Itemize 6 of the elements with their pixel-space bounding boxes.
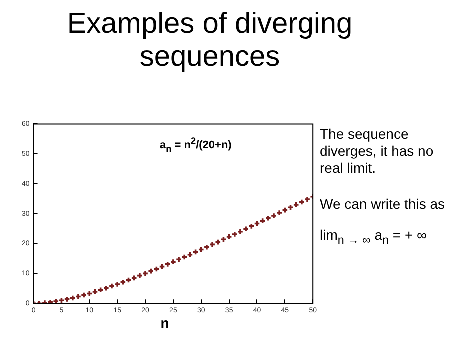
text: We can write this as <box>320 196 446 213</box>
chart-title: Examples of diverging sequences <box>66 8 354 74</box>
text: lim$_{n → ∞}$ a$_{n}$ = + ∞ <box>320 227 428 249</box>
text: The sequence diverges, it has no real limit. <box>320 126 435 177</box>
x-axis-title: n <box>160 315 170 331</box>
annotation: a$_{n}$ = n$^{2}$/(20+n) <box>160 136 232 154</box>
